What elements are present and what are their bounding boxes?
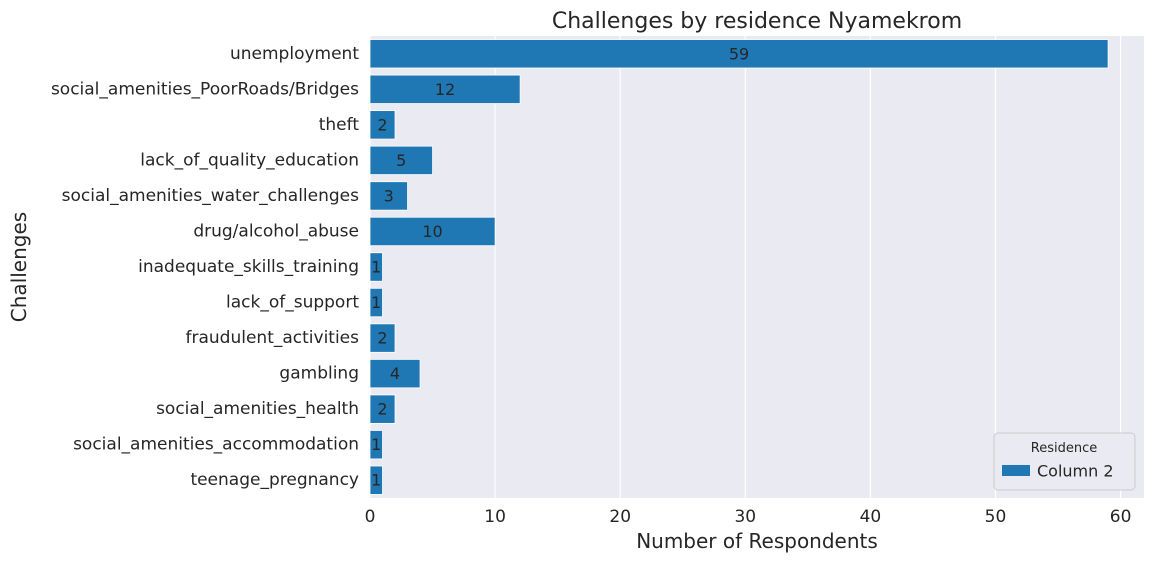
bars <box>369 39 1109 495</box>
bar <box>369 252 383 282</box>
bar <box>369 430 383 460</box>
y-tick-label: unemployment <box>230 44 359 64</box>
y-tick-label: fraudulent_activities <box>186 328 360 348</box>
y-tick-labels: unemployment social_amenities_PoorRoads/B… <box>51 44 359 490</box>
y-tick-label: theft <box>319 115 360 135</box>
bar-value-label: 59 <box>729 44 749 63</box>
gridlines <box>369 36 1122 498</box>
bar <box>369 74 521 104</box>
bar <box>369 216 496 247</box>
legend-title: Residence <box>1031 441 1097 456</box>
x-tick-label: 0 <box>365 507 376 527</box>
bar-value-label: 1 <box>371 471 381 490</box>
y-tick-label: teenage_pregnancy <box>190 470 359 490</box>
bar <box>369 323 396 353</box>
bar <box>369 145 433 176</box>
bar <box>369 287 383 318</box>
x-axis-label: Number of Respondents <box>636 529 878 553</box>
x-tick-label: 60 <box>1110 507 1132 527</box>
x-tick-label: 40 <box>860 507 882 527</box>
y-tick-label: social_amenities_water_challenges <box>62 186 360 206</box>
bar-value-label: 1 <box>371 435 381 454</box>
bar-value-label: 2 <box>377 329 387 348</box>
x-tick-labels: 0 10 20 30 40 50 60 <box>365 507 1132 527</box>
x-tick-label: 20 <box>609 507 631 527</box>
bar <box>369 181 408 211</box>
x-tick-label: 50 <box>985 507 1007 527</box>
bar-value-label: 10 <box>422 222 442 241</box>
bar-value-label: 1 <box>371 293 381 312</box>
y-axis-label: Challenges <box>7 212 31 322</box>
y-tick-label: social_amenities_health <box>156 399 359 419</box>
chart-title: Challenges by residence Nyamekrom <box>552 9 962 34</box>
legend: Residence Column 2 <box>993 432 1136 491</box>
x-tick-label: 30 <box>734 507 756 527</box>
y-tick-label: lack_of_support <box>226 293 359 313</box>
legend-swatch <box>1002 465 1030 476</box>
bar-value-label: 3 <box>384 186 394 205</box>
plot-area <box>370 36 1144 498</box>
bar-value-label: 12 <box>435 80 455 99</box>
bar-value-label: 5 <box>396 151 406 170</box>
y-tick-label: drug/alcohol_abuse <box>193 221 359 241</box>
bar <box>369 465 383 495</box>
bar-value-label: 2 <box>377 115 387 134</box>
bar-value-label: 2 <box>377 400 387 419</box>
bar-value-label: 1 <box>371 258 381 277</box>
bar <box>369 110 396 140</box>
bar <box>369 394 396 424</box>
bar-value-label: 4 <box>390 364 400 383</box>
bar <box>369 39 1109 69</box>
y-tick-label: inadequate_skills_training <box>138 257 359 277</box>
legend-entry-label: Column 2 <box>1037 462 1114 481</box>
y-tick-label: social_amenities_PoorRoads/Bridges <box>51 79 359 99</box>
y-tick-label: social_amenities_accommodation <box>73 435 359 455</box>
y-tick-label: lack_of_quality_education <box>140 150 359 170</box>
x-tick-label: 10 <box>484 507 506 527</box>
y-tick-label: gambling <box>279 364 359 384</box>
bar <box>369 358 421 389</box>
